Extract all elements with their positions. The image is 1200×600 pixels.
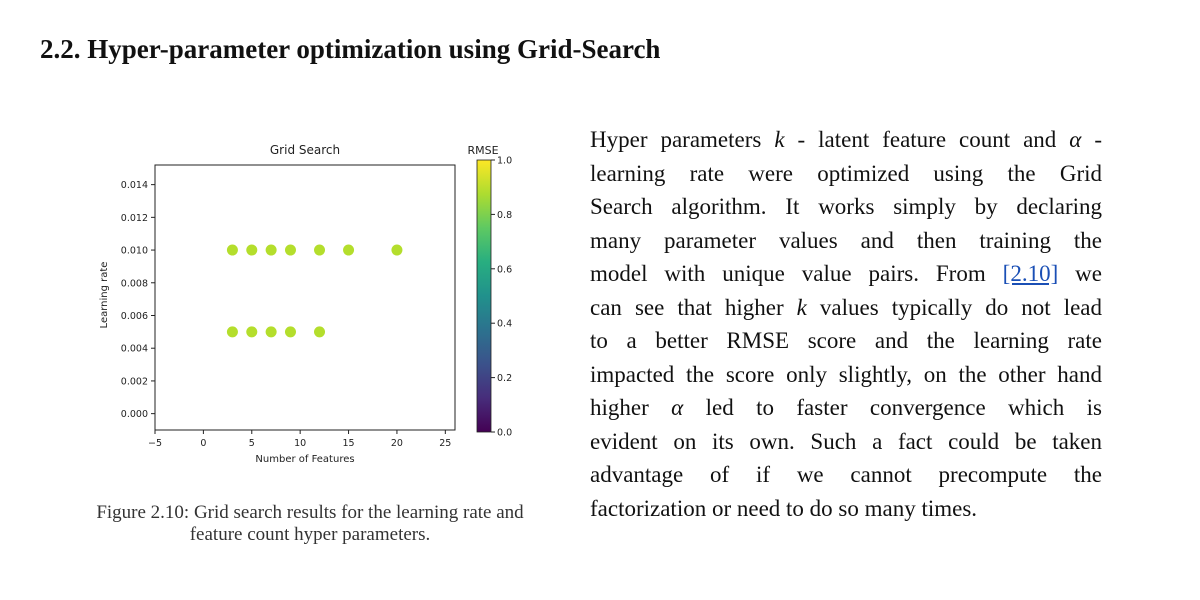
grid-search-figure: Grid Search Learning rate Number of Feat… bbox=[85, 135, 545, 465]
scatter-point bbox=[246, 326, 258, 338]
paragraph-line: impacted the score only slightly, on the… bbox=[590, 361, 1102, 387]
text-run: can see that higher bbox=[590, 294, 797, 320]
section-heading: 2.2. Hyper-parameter optimization using … bbox=[40, 34, 661, 64]
colorbar bbox=[476, 159, 492, 433]
x-tick-label: 25 bbox=[439, 438, 451, 449]
text-run: Hyper parameters bbox=[590, 127, 775, 152]
scatter-point bbox=[265, 326, 277, 338]
colorbar-tick-label: 0.0 bbox=[497, 428, 512, 439]
x-axis-label: Number of Features bbox=[255, 454, 354, 465]
scatter-point bbox=[284, 326, 296, 338]
figure-caption: Figure 2.10: Grid search results for the… bbox=[60, 502, 560, 546]
body-paragraph: Hyper parameters k - latent feature coun… bbox=[590, 123, 1102, 525]
x-tick-label: 20 bbox=[391, 438, 403, 449]
math-alpha: α bbox=[1069, 127, 1082, 152]
figure-reference-link[interactable]: [2.10] bbox=[1002, 261, 1059, 286]
paragraph-line: to a better RMSE score and the learning … bbox=[590, 328, 1102, 353]
text-run: - bbox=[1081, 127, 1102, 152]
paragraph-line: can see that higher k values typically d… bbox=[590, 291, 1102, 325]
y-ticks: 0.000 0.002 0.004 0.006 0.008 0.010 0.012 0.014 bbox=[121, 180, 155, 420]
text-run: values typically do not lead bbox=[806, 294, 1102, 320]
colorbar-tick-label: 0.6 bbox=[497, 264, 512, 275]
x-tick-label: 0 bbox=[200, 438, 206, 449]
scatter-point bbox=[226, 244, 238, 256]
colorbar-tick-label: 0.4 bbox=[497, 319, 512, 330]
colorbar-label: RMSE bbox=[467, 144, 498, 157]
colorbar-tick-label: 1.0 bbox=[497, 156, 512, 167]
y-tick-label: 0.012 bbox=[121, 213, 148, 224]
scatter-point bbox=[314, 326, 326, 338]
math-k: k bbox=[796, 294, 807, 320]
paragraph-line: factorization or need to do so many time… bbox=[590, 495, 978, 521]
colorbar-ticks: 0.0 0.2 0.4 0.6 0.8 1.0 bbox=[491, 156, 512, 439]
text-run: - latent feature count and bbox=[784, 127, 1070, 152]
math-alpha: α bbox=[671, 395, 684, 420]
paragraph-line: learning rate were optimized using the G… bbox=[590, 160, 1102, 186]
y-tick-label: 0.006 bbox=[121, 311, 148, 322]
paragraph-line: evident on its own. Such a fact could be… bbox=[590, 428, 1102, 454]
scatter-point bbox=[314, 244, 326, 256]
paragraph-line: advantage of if we cannot precompute the bbox=[590, 462, 1102, 487]
paragraph-line: Search algorithm. It works simply by dec… bbox=[590, 194, 1102, 219]
y-tick-label: 0.008 bbox=[121, 278, 148, 289]
caption-line-1: Figure 2.10: Grid search results for the… bbox=[96, 502, 524, 523]
paragraph-line: higher α led to faster convergence which… bbox=[590, 391, 1102, 425]
x-tick-label: 5 bbox=[249, 438, 255, 449]
scatter-point bbox=[343, 244, 355, 256]
paragraph-line: Hyper parameters k - latent feature coun… bbox=[590, 123, 1102, 157]
y-axis-label: Learning rate bbox=[99, 262, 110, 329]
scatter-points bbox=[226, 244, 403, 338]
text-run: higher bbox=[590, 395, 672, 420]
text-run: led to faster convergence which is bbox=[683, 395, 1102, 420]
scatter-point bbox=[391, 244, 403, 256]
x-ticks: −5 0 5 10 15 20 25 bbox=[148, 430, 451, 449]
plot-area bbox=[154, 164, 456, 431]
x-tick-label: −5 bbox=[148, 438, 162, 449]
scatter-point bbox=[246, 244, 258, 256]
x-tick-label: 15 bbox=[343, 438, 355, 449]
scatter-point bbox=[265, 244, 277, 256]
chart-title: Grid Search bbox=[270, 143, 340, 157]
y-tick-label: 0.010 bbox=[121, 246, 148, 257]
math-k: k bbox=[774, 127, 785, 152]
colorbar-tick-label: 0.2 bbox=[497, 373, 512, 384]
paragraph-line: many parameter values and then training … bbox=[590, 227, 1102, 253]
text-run: we bbox=[1058, 261, 1102, 286]
scatter-point bbox=[284, 244, 296, 256]
paragraph-line: model with unique value pairs. From [2.1… bbox=[590, 257, 1102, 291]
y-tick-label: 0.002 bbox=[121, 376, 148, 387]
colorbar-tick-label: 0.8 bbox=[497, 210, 512, 221]
x-tick-label: 10 bbox=[294, 438, 306, 449]
grid-search-chart: Grid Search Learning rate Number of Feat… bbox=[99, 143, 512, 465]
y-tick-label: 0.000 bbox=[121, 409, 148, 420]
text-run: model with unique value pairs. From bbox=[590, 261, 1003, 286]
caption-line-2: feature count hyper parameters. bbox=[189, 524, 431, 545]
y-tick-label: 0.004 bbox=[121, 344, 148, 355]
y-tick-label: 0.014 bbox=[121, 180, 148, 191]
scatter-point bbox=[226, 326, 238, 338]
